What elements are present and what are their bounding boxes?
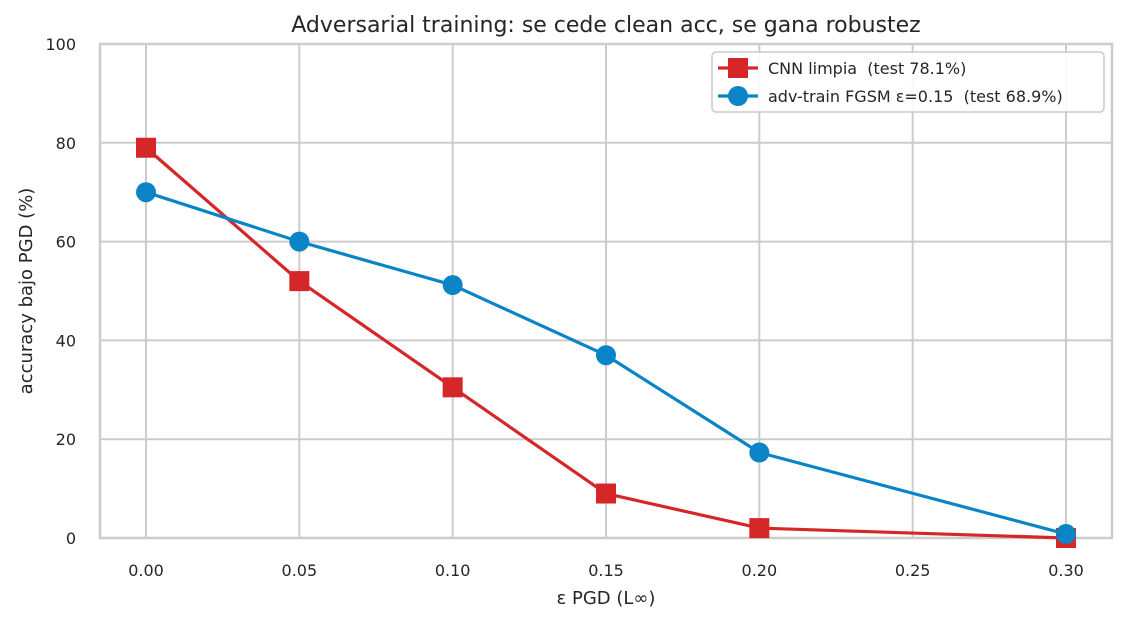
- grid: [100, 43, 1112, 539]
- legend-label: adv-train FGSM ε=0.15 (test 68.9%): [768, 87, 1063, 106]
- x-axis: 0.00 0.05 0.10 0.15 0.20 0.25 0.30: [128, 561, 1084, 580]
- x-tick-label: 0.00: [128, 561, 164, 580]
- chart-title: Adversarial training: se cede clean acc,…: [291, 13, 920, 38]
- legend-item: adv-train FGSM ε=0.15 (test 68.9%): [718, 86, 1063, 106]
- data-point: [442, 377, 463, 398]
- series-line: [144, 146, 1067, 540]
- x-tick-label: 0.30: [1048, 561, 1084, 580]
- y-tick-label: 60: [56, 233, 76, 252]
- series-layer: [136, 137, 1076, 548]
- y-tick-label: 40: [56, 331, 76, 350]
- legend-box: [711, 51, 1105, 113]
- series-2: [136, 182, 1076, 545]
- x-tick-label: 0.15: [588, 561, 624, 580]
- plot-frame: [98, 42, 1114, 540]
- data-point: [596, 483, 616, 504]
- data-point: [136, 182, 156, 203]
- legend-label: CNN limpia (test 78.1%): [768, 59, 966, 78]
- legend-item: CNN limpia (test 78.1%): [718, 58, 966, 78]
- legend-marker: [728, 86, 748, 106]
- data-point: [289, 231, 310, 252]
- y-axis-label: accuracy bajo PGD (%): [16, 188, 37, 395]
- y-tick-label: 0: [66, 529, 76, 548]
- y-tick-label: 20: [56, 430, 76, 449]
- data-point: [289, 271, 310, 292]
- data-point: [1056, 524, 1076, 545]
- x-tick-label: 0.10: [435, 561, 471, 580]
- y-tick-label: 100: [45, 35, 76, 54]
- x-tick-label: 0.05: [282, 561, 318, 580]
- series-line: [145, 190, 1067, 536]
- data-point: [596, 345, 616, 366]
- y-axis: 0 20 40 60 80 100: [45, 35, 76, 548]
- x-tick-label: 0.25: [895, 561, 931, 580]
- y-tick-label: 80: [56, 134, 76, 153]
- data-point: [136, 137, 156, 158]
- data-point: [749, 442, 770, 463]
- x-tick-label: 0.20: [742, 561, 778, 580]
- legend: CNN limpia (test 78.1%) adv-train FGSM ε=…: [711, 51, 1105, 113]
- x-axis-label: ε PGD (L∞): [557, 588, 656, 609]
- data-point: [442, 275, 463, 296]
- legend-marker: [728, 58, 748, 78]
- data-point: [749, 518, 770, 539]
